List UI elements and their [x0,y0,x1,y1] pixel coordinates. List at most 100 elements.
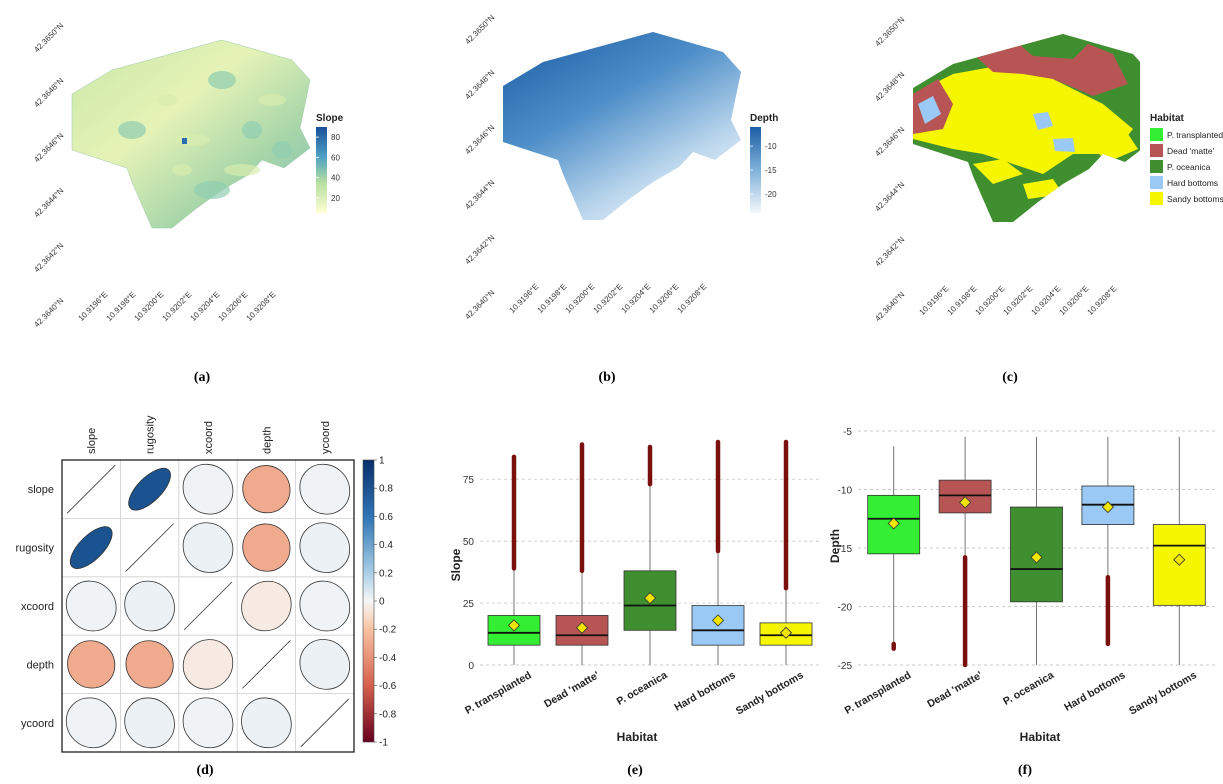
longitude-tick-label: 10.9208°E [245,290,278,323]
longitude-tick-label: 10.9198°E [105,290,138,323]
latitude-tick-label: 42.3646°N [463,123,496,156]
latitude-tick-label: 42.3646°N [32,131,65,164]
correlation-column-label: ycoord [320,421,332,454]
x-tick-label: Dead 'matte' [542,669,601,710]
habitat-patch [1033,112,1053,130]
depth-legend-title: Depth [750,113,778,124]
slope-texture-patch [224,164,260,176]
legend-tick-label: -15 [765,166,777,175]
longitude-tick-label: 10.9206°E [217,290,250,323]
correlation-ellipse [124,697,175,749]
x-tick-label: Dead 'matte' [925,669,984,710]
longitude-tick-label: 10.9206°E [1058,284,1091,317]
depth-map-panel: 42.3650°N 42.3648°N 42.3646°N 42.3644°N 42.3… [463,13,778,385]
slope-boxplot-panel: 0 25 50 75 P. transplanted Dead 'matte' P. oce… [449,439,820,778]
slope-map-texture [118,71,292,199]
habitat-legend-swatch [1150,160,1163,173]
correlation-ellipse [241,697,292,749]
correlation-ellipse [67,640,116,689]
steep-spot [182,138,187,144]
y-tick-label: -25 [838,661,853,672]
box [555,615,609,646]
correlation-ellipse [182,639,234,690]
y-tick-label: 0 [468,661,474,672]
mean-marker [711,614,725,627]
slope-texture-patch [242,121,262,139]
correlation-ellipse [182,522,234,573]
mean-marker [959,496,972,509]
latitude-tick-label: 42.3644°N [463,178,496,211]
slope-map-area [71,39,311,229]
caption-c: (c) [1002,370,1018,385]
legend-tick-label: 20 [331,194,340,203]
mean-marker [507,619,521,632]
longitude-tick-label: 10.9208°E [676,282,709,315]
caption-a: (a) [194,370,211,385]
longitude-tick-label: 10.9200°E [133,290,166,323]
correlation-row-label: slope [28,484,54,496]
x-tick-label: Hard bottoms [1062,669,1127,714]
latitude-tick-label: 42.3642°N [32,241,65,274]
legend-tick-label: 60 [331,153,340,162]
box [867,494,921,555]
habitat-legend: P. transplanted Dead 'matte' P. oceanica Ha… [1150,128,1223,205]
correlation-grid [61,459,355,753]
longitude-tick-label: 10.9202°E [1002,284,1035,317]
y-tick-label: -20 [838,603,853,614]
correlation-column-label: depth [261,426,273,454]
colorbar-tick-label: 0.4 [379,540,393,551]
habitat-patch [973,34,1128,96]
correlation-colorbar-ticks: 1 0.8 0.6 0.4 0.2 0 -0.2 -0.4 -0.6 -0.8 -1 [374,456,397,749]
colorbar-tick-label: 0.8 [379,484,393,495]
longitude-tick-label: 10.9202°E [161,290,194,323]
mean-marker [1173,553,1186,566]
colorbar-tick-label: 0.6 [379,512,393,523]
longitude-tick-label: 10.9204°E [189,290,222,323]
latitude-tick-label: 42.3650°N [32,21,65,54]
latitude-tick-labels: 42.3650°N 42.3648°N 42.3646°N 42.3644°N 42.3… [873,15,906,323]
depth-boxplot-ylabel: Depth [828,529,842,563]
habitat-patch [918,96,941,124]
depth-legend-colorbar [750,127,761,213]
habitat-patch [913,64,1133,174]
diagonal-line [66,464,116,514]
x-tick-label: P. oceanica [1001,669,1056,708]
correlation-ellipse [299,463,351,515]
slope-boxplot-ylabel: Slope [449,548,463,581]
diagonal-line [242,640,291,689]
colorbar-tick-label: -1 [379,738,388,749]
depth-boxplot-xlabel: Habitat [1020,730,1061,744]
x-tick-label: Hard bottoms [672,669,737,714]
latitude-tick-label: 42.3648°N [32,76,65,109]
latitude-tick-labels: 42.3650°N 42.3648°N 42.3646°N 42.3644°N 42.3… [463,13,496,321]
latitude-tick-label: 42.3648°N [463,68,496,101]
colorbar-tick-label: 0.2 [379,568,393,579]
habitat-patch [973,159,1023,184]
correlation-ellipse [128,467,171,511]
caption-e: (e) [627,763,643,778]
longitude-tick-labels: 10.9196°E10.9198°E10.9200°E10.9202°E10.9… [918,284,1119,317]
diagonal-line [125,523,174,572]
latitude-tick-label: 42.3642°N [463,233,496,266]
correlation-ellipse [299,639,351,690]
latitude-tick-label: 42.3648°N [873,70,906,103]
latitude-tick-label: 42.3640°N [873,290,906,323]
correlation-column-label: rugosity [145,415,157,454]
habitat-map-panel: 42.3650°N 42.3648°N 42.3646°N 42.3644°N 42.3… [873,15,1223,385]
mean-marker [887,517,900,530]
latitude-tick-labels: 42.3650°N 42.3648°N 42.3646°N 42.3644°N 42.3… [32,21,65,329]
slope-texture-patch [258,94,286,106]
depth-map-area [503,32,741,220]
latitude-tick-label: 42.3650°N [463,13,496,46]
slope-texture-patch [208,71,236,89]
longitude-tick-label: 10.9200°E [564,282,597,315]
x-tick-label: Sandy bottoms [1127,669,1199,717]
caption-d: (d) [196,763,213,778]
slope-boxplot: 0 25 50 75 P. transplanted Dead 'matte' P. oce… [463,439,820,718]
habitat-legend-label: P. oceanica [1167,162,1211,172]
latitude-tick-label: 42.3644°N [873,180,906,213]
depth-legend-ticks: -10 -15 -20 [750,142,777,199]
habitat-legend-label: Dead 'matte' [1167,146,1215,156]
colorbar-tick-label: 0 [379,597,385,608]
